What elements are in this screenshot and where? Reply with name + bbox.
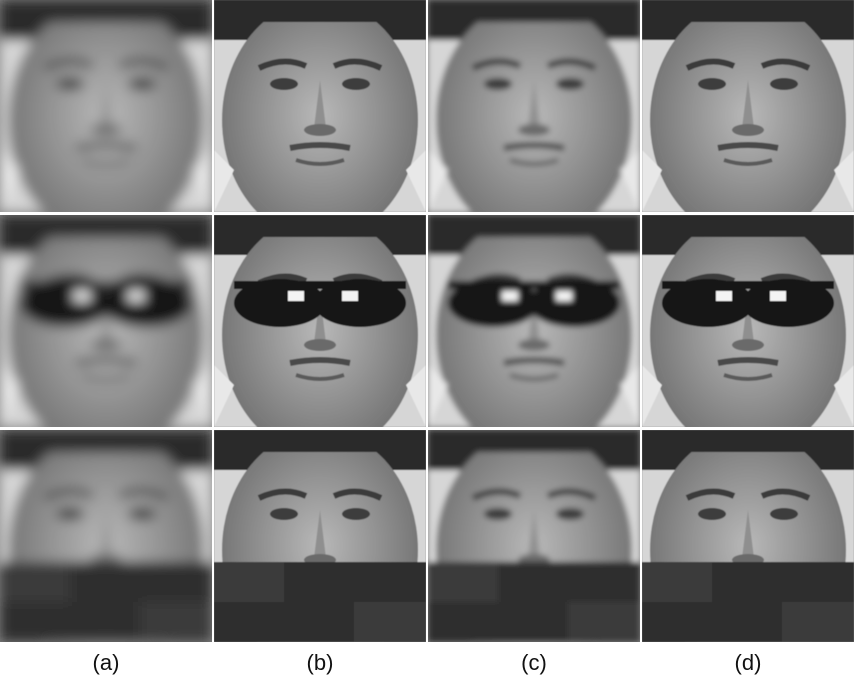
caption-c: (c) bbox=[521, 650, 547, 675]
face-image-row-3-b bbox=[214, 430, 426, 642]
face-image-row-3-c bbox=[428, 430, 640, 642]
face-graphic bbox=[214, 430, 426, 642]
face-image-row-2-b bbox=[214, 215, 426, 427]
face-graphic bbox=[428, 430, 640, 642]
face-image-row-3-d bbox=[642, 430, 854, 642]
face-image-row-2-a bbox=[0, 215, 212, 427]
caption-a: (a) bbox=[92, 650, 120, 675]
face-image-row-1-d bbox=[642, 0, 854, 212]
face-image-row-1-c bbox=[428, 0, 640, 212]
face-image-row-2-c bbox=[428, 215, 640, 427]
face-graphic bbox=[428, 0, 640, 212]
face-graphic bbox=[0, 430, 212, 642]
face-graphic bbox=[642, 430, 854, 642]
face-graphic bbox=[642, 0, 854, 212]
face-image-row-1-b bbox=[214, 0, 426, 212]
face-image-row-2-d bbox=[642, 215, 854, 427]
face-graphic bbox=[428, 215, 640, 427]
face-graphic bbox=[214, 215, 426, 427]
face-graphic bbox=[0, 0, 212, 212]
face-graphic bbox=[642, 215, 854, 427]
face-image-row-3-a bbox=[0, 430, 212, 642]
caption-d: (d) bbox=[734, 650, 762, 675]
face-graphic bbox=[214, 0, 426, 212]
face-image-row-1-a bbox=[0, 0, 212, 212]
image-grid bbox=[0, 0, 854, 642]
face-graphic bbox=[0, 215, 212, 427]
caption-b: (b) bbox=[306, 650, 334, 675]
